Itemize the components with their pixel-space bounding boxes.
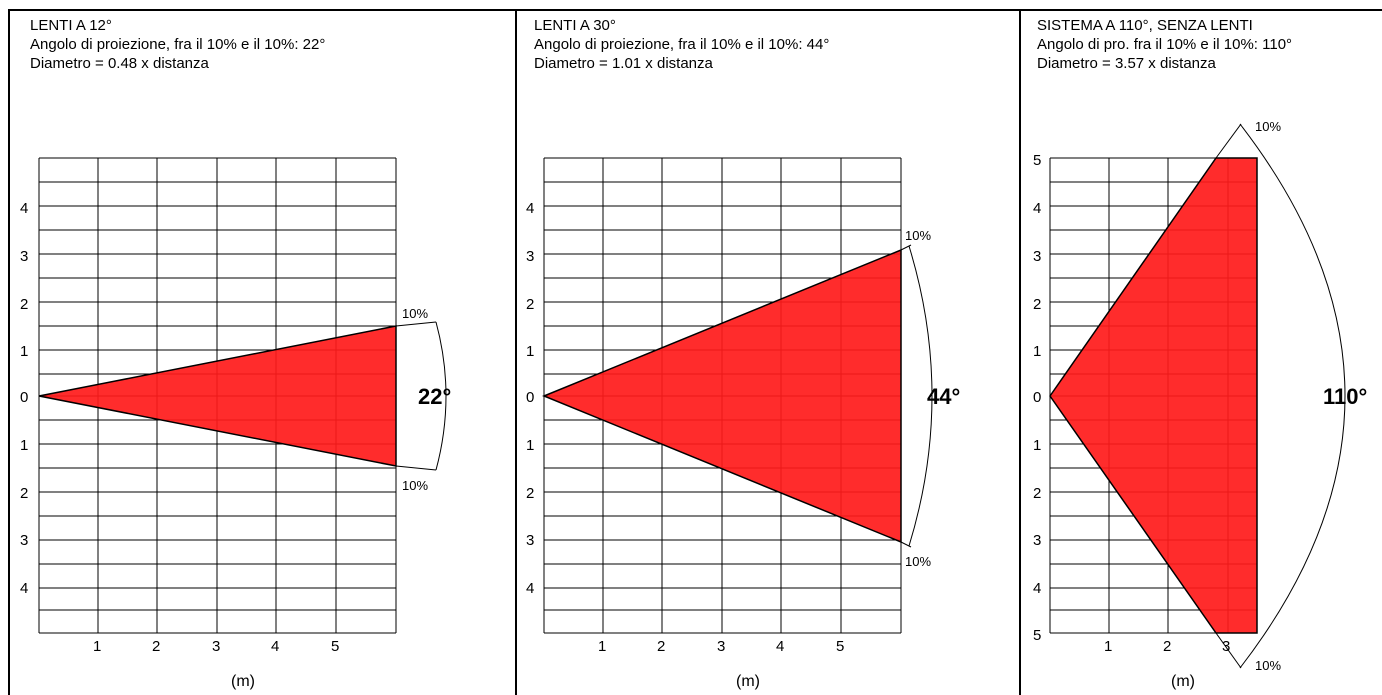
x-tick-label: 1 xyxy=(1104,638,1112,655)
panel-angle-text: Angolo di proiezione, fra il 10% e il 10… xyxy=(30,36,325,53)
beam-cone xyxy=(1050,158,1257,633)
beam-angle-label: 44° xyxy=(927,384,960,409)
x-tick-label: 5 xyxy=(836,638,844,655)
y-tick-label: 3 xyxy=(1033,532,1041,549)
y-tick-label: 4 xyxy=(1033,200,1041,217)
panel-title: SISTEMA A 110°, SENZA LENTI xyxy=(1037,17,1253,34)
y-tick-label: 4 xyxy=(526,580,534,597)
x-tick-labels: 1 2 3 4 5 xyxy=(93,638,339,655)
panel-title: LENTI A 30° xyxy=(534,17,616,34)
y-tick-label: 0 xyxy=(526,389,534,406)
y-tick-label: 1 xyxy=(20,437,28,454)
y-tick-label: 1 xyxy=(526,343,534,360)
x-tick-label: 1 xyxy=(598,638,606,655)
y-tick-label: 3 xyxy=(526,532,534,549)
y-tick-labels: 4 3 2 1 0 1 2 3 4 xyxy=(526,200,534,597)
x-tick-labels: 1 2 3 4 5 xyxy=(598,638,844,655)
y-tick-label: 3 xyxy=(20,248,28,265)
x-tick-label: 3 xyxy=(717,638,725,655)
x-tick-label: 3 xyxy=(1222,638,1230,655)
y-tick-label: 1 xyxy=(20,343,28,360)
y-tick-labels: 5 4 3 2 1 0 1 2 3 4 5 xyxy=(1033,152,1041,644)
unit-label: (m) xyxy=(1171,673,1195,690)
panel-diameter-text: Diametro = 3.57 x distanza xyxy=(1037,55,1217,72)
y-tick-label: 2 xyxy=(1033,296,1041,313)
x-tick-label: 2 xyxy=(657,638,665,655)
y-tick-label: 3 xyxy=(1033,248,1041,265)
edge-label-top: 10% xyxy=(1255,119,1281,134)
y-tick-label: 1 xyxy=(526,437,534,454)
unit-label: (m) xyxy=(736,673,760,690)
x-tick-label: 4 xyxy=(776,638,784,655)
unit-label: (m) xyxy=(231,673,255,690)
panel-angle-text: Angolo di proiezione, fra il 10% e il 10… xyxy=(534,36,829,53)
y-tick-label: 1 xyxy=(1033,437,1041,454)
panel-angle-text: Angolo di pro. fra il 10% e il 10%: 110° xyxy=(1037,36,1292,53)
edge-label-bottom: 10% xyxy=(905,554,931,569)
y-tick-label: 1 xyxy=(1033,343,1041,360)
panel-sistema-110: SISTEMA A 110°, SENZA LENTI Angolo di pr… xyxy=(1033,17,1367,690)
x-tick-labels: 1 2 3 xyxy=(1104,638,1230,655)
arc-tick-bottom xyxy=(396,466,436,470)
beam-angle-label: 110° xyxy=(1323,384,1367,409)
panel-diameter-text: Diametro = 0.48 x distanza xyxy=(30,55,210,72)
y-tick-label: 2 xyxy=(20,296,28,313)
edge-label-top: 10% xyxy=(402,306,428,321)
y-tick-label: 3 xyxy=(526,248,534,265)
x-tick-label: 3 xyxy=(212,638,220,655)
panel-lenti-12: LENTI A 12° Angolo di proiezione, fra il… xyxy=(20,17,451,690)
x-tick-label: 2 xyxy=(1163,638,1171,655)
edge-label-bottom: 10% xyxy=(1255,658,1281,673)
y-tick-label: 2 xyxy=(20,485,28,502)
x-tick-label: 2 xyxy=(152,638,160,655)
arc-tick-top xyxy=(1216,124,1241,158)
y-tick-label: 2 xyxy=(1033,485,1041,502)
y-tick-label: 3 xyxy=(20,532,28,549)
panel-diameter-text: Diametro = 1.01 x distanza xyxy=(534,55,714,72)
y-tick-label: 5 xyxy=(1033,152,1041,169)
panel-lenti-30: LENTI A 30° Angolo di proiezione, fra il… xyxy=(526,17,960,690)
y-tick-label: 4 xyxy=(526,200,534,217)
edge-label-bottom: 10% xyxy=(402,478,428,493)
y-tick-label: 2 xyxy=(526,485,534,502)
x-tick-label: 5 xyxy=(331,638,339,655)
y-tick-label: 0 xyxy=(20,389,28,406)
y-tick-label: 2 xyxy=(526,296,534,313)
x-tick-label: 4 xyxy=(271,638,279,655)
x-tick-label: 1 xyxy=(93,638,101,655)
beam-angle-label: 22° xyxy=(418,384,451,409)
edge-label-top: 10% xyxy=(905,228,931,243)
y-tick-label: 0 xyxy=(1033,389,1041,406)
y-tick-label: 4 xyxy=(20,200,28,217)
arc-tick-top xyxy=(396,322,436,326)
y-tick-labels: 4 3 2 1 0 1 2 3 4 xyxy=(20,200,28,597)
y-tick-label: 5 xyxy=(1033,627,1041,644)
y-tick-label: 4 xyxy=(1033,580,1041,597)
panel-title: LENTI A 12° xyxy=(30,17,112,34)
y-tick-label: 4 xyxy=(20,580,28,597)
